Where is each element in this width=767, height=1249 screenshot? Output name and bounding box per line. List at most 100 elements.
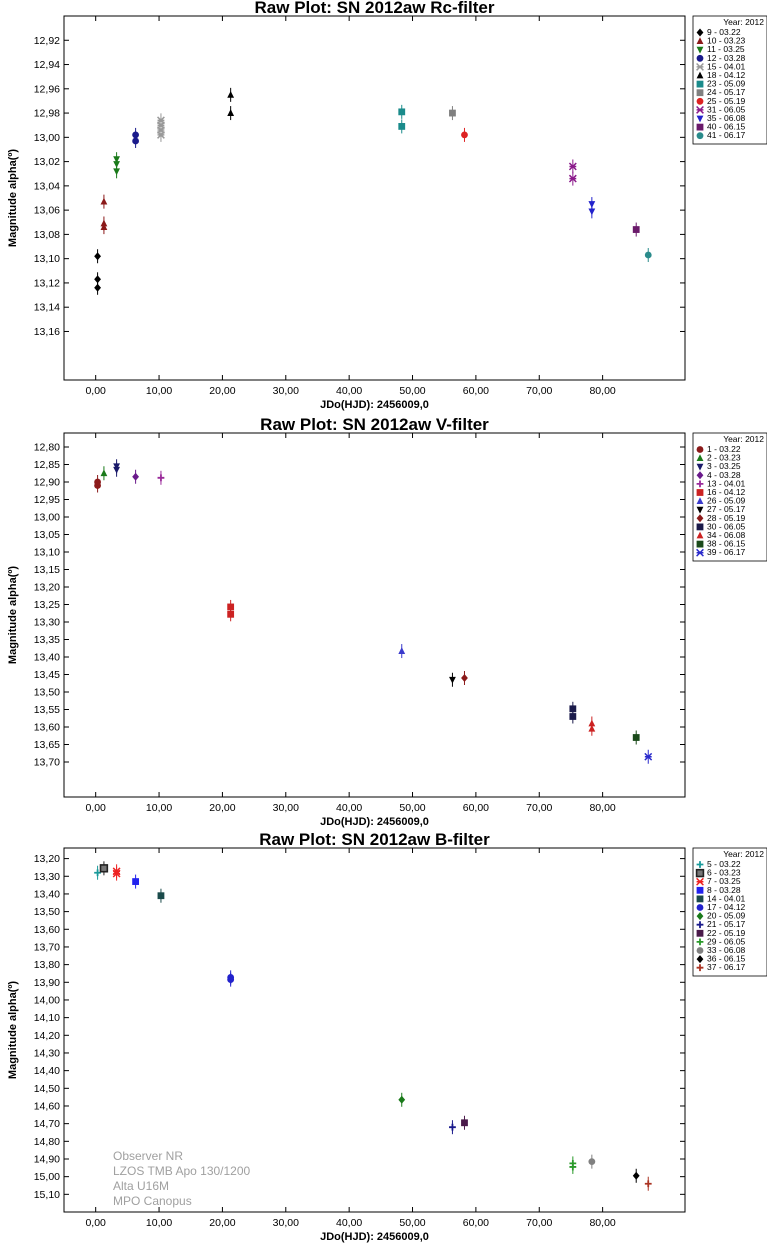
legend-entry: 13 - 04.01	[707, 478, 746, 488]
legend-entry: 9 - 03.22	[707, 27, 741, 37]
legend-box	[692, 847, 767, 977]
data-point	[100, 469, 108, 477]
y-tick-label: 14,00	[34, 994, 60, 1006]
x-tick-label: 60,00	[463, 1217, 489, 1229]
data-point	[449, 109, 456, 117]
legend-title: Year: 2012	[723, 17, 764, 27]
legend-entry: 27 - 05.17	[707, 504, 746, 514]
y-tick-label: 14,40	[34, 1065, 60, 1077]
y-tick-label: 13,45	[34, 669, 60, 681]
data-point	[99, 864, 109, 873]
data-point	[588, 1158, 596, 1166]
legend-entry: 40 - 06.15	[707, 122, 746, 132]
x-tick-label: 30,00	[273, 1217, 299, 1229]
legend-entry: 5 - 03.22	[707, 859, 741, 869]
legend-entry: 39 - 06.17	[707, 547, 746, 557]
data-point	[94, 275, 101, 284]
legend-marker	[696, 97, 704, 105]
data-point	[94, 252, 101, 261]
data-point	[132, 137, 140, 145]
x-tick-label: 40,00	[336, 1217, 362, 1229]
x-tick-label: 0,00	[85, 385, 106, 397]
data-point	[569, 705, 577, 713]
x-tick-label: 20,00	[209, 1217, 235, 1229]
data-point	[568, 174, 577, 183]
legend-entry: 23 - 05.09	[707, 79, 746, 89]
y-tick-label: 13,06	[34, 205, 60, 217]
data-point	[632, 226, 640, 233]
y-tick-label: 13,40	[34, 888, 60, 900]
data-point	[568, 162, 577, 171]
y-tick-label: 13,65	[34, 739, 60, 751]
data-point	[113, 168, 120, 176]
data-point	[227, 603, 235, 611]
data-point	[227, 109, 235, 116]
legend-marker	[696, 947, 704, 954]
legend-entry: 17 - 04.12	[707, 902, 746, 912]
x-tick-label: 30,00	[273, 802, 299, 814]
legend-entry: 18 - 04.12	[707, 70, 746, 80]
legend-entry: 4 - 03.28	[707, 470, 741, 480]
legend-marker	[696, 497, 704, 504]
y-tick-label: 15,00	[34, 1171, 60, 1183]
y-tick-label: 13,60	[34, 722, 60, 734]
x-tick-label: 20,00	[209, 385, 235, 397]
data-point	[588, 724, 596, 732]
data-point	[227, 610, 235, 618]
x-tick-label: 70,00	[526, 385, 552, 397]
y-tick-label: 13,15	[34, 564, 60, 576]
legend-box	[692, 432, 767, 562]
y-tick-label: 13,50	[34, 687, 60, 699]
x-tick-label: 0,00	[85, 802, 106, 814]
x-tick-label: 20,00	[209, 802, 235, 814]
legend-marker	[696, 540, 704, 548]
y-tick-label: 13,60	[34, 924, 60, 936]
legend-entry: 37 - 06.17	[707, 962, 746, 972]
y-tick-label: 13,70	[34, 941, 60, 953]
y-tick-label: 14,30	[34, 1047, 60, 1059]
y-tick-label: 13,08	[34, 229, 60, 241]
legend-entry: 3 - 03.25	[707, 461, 741, 471]
y-tick-label: 12,98	[34, 108, 60, 120]
legend-entry: 20 - 05.09	[707, 911, 746, 921]
data-point	[569, 1163, 577, 1171]
legend-entry: 15 - 04.01	[707, 61, 746, 71]
x-tick-label: 40,00	[336, 802, 362, 814]
y-tick-label: 12,90	[34, 477, 60, 489]
data-point	[449, 676, 456, 684]
y-tick-label: 12,94	[34, 59, 60, 71]
legend-marker	[696, 523, 704, 531]
legend-marker	[696, 80, 704, 88]
legend-title: Year: 2012	[723, 849, 764, 859]
y-tick-label: 15,10	[34, 1189, 60, 1201]
data-point	[398, 123, 406, 130]
legend-marker	[696, 548, 704, 557]
y-tick-label: 13,55	[34, 704, 60, 716]
legend-entry: 36 - 06.15	[707, 954, 746, 964]
legend-entry: 33 - 06.08	[707, 945, 746, 955]
y-tick-label: 13,25	[34, 599, 60, 611]
chart-panel-1: Raw Plot: SN 2012aw Rc-filter 12,92 12,94 1…	[7, 0, 767, 411]
legend-marker	[696, 514, 704, 523]
y-tick-label: 14,70	[34, 1118, 60, 1130]
legend-entry: 21 - 05.17	[707, 919, 746, 929]
y-tick-label: 13,50	[34, 906, 60, 918]
legend-marker	[696, 115, 704, 123]
legend-marker	[696, 54, 704, 62]
x-axis-label: JDo(HJD): 2456009,0	[320, 399, 429, 411]
legend-entry: 25 - 05.19	[707, 96, 746, 106]
legend-box	[692, 15, 767, 145]
legend-marker	[696, 463, 704, 471]
x-tick-label: 50,00	[399, 802, 425, 814]
plot-area	[63, 432, 686, 798]
legend-entry: 41 - 06.17	[707, 130, 746, 140]
legend-marker	[696, 454, 704, 461]
y-tick-label: 13,20	[34, 853, 60, 865]
x-tick-label: 80,00	[589, 1217, 615, 1229]
data-point	[94, 283, 101, 292]
x-tick-label: 70,00	[526, 1217, 552, 1229]
legend-marker	[696, 46, 704, 54]
